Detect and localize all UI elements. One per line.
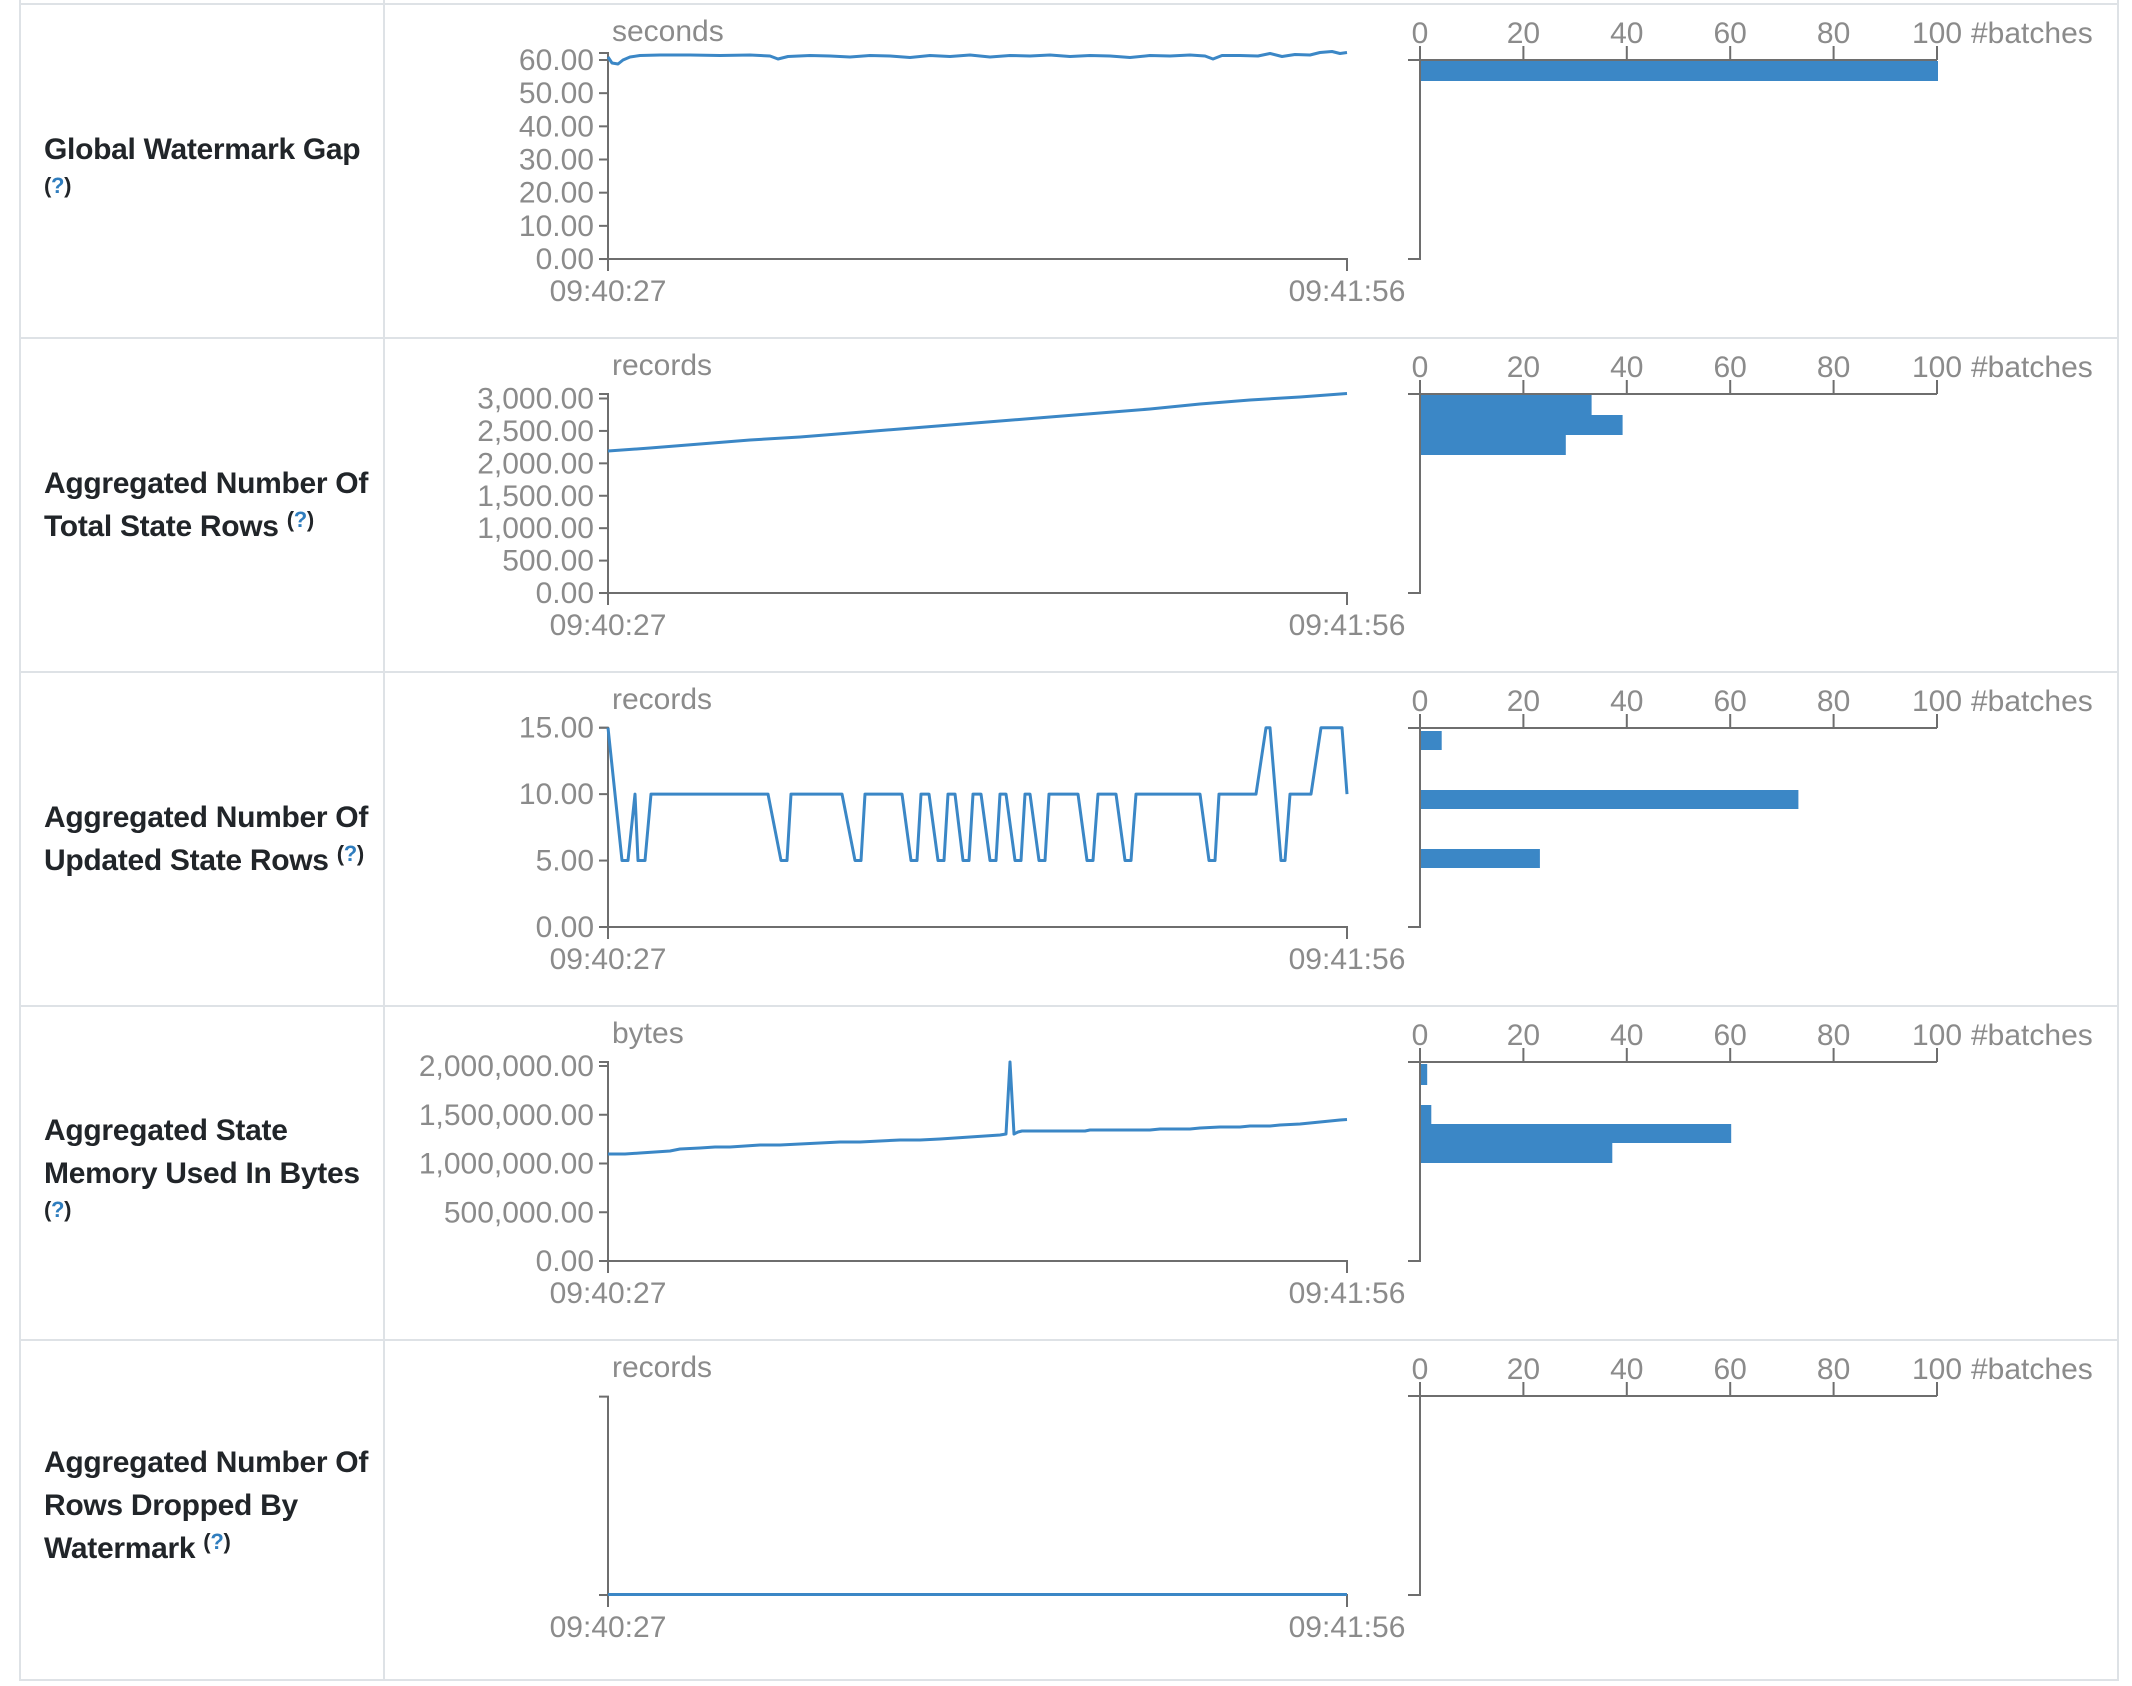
svg-text:80: 80 bbox=[1817, 17, 1850, 50]
svg-text:records: records bbox=[612, 349, 712, 382]
svg-text:#batches: #batches bbox=[1971, 1019, 2093, 1052]
svg-text:60: 60 bbox=[1714, 351, 1747, 384]
svg-text:0: 0 bbox=[1412, 1019, 1429, 1052]
svg-text:3,000.00: 3,000.00 bbox=[477, 383, 594, 416]
svg-text:#batches: #batches bbox=[1971, 351, 2093, 384]
svg-text:0: 0 bbox=[1412, 1353, 1429, 1386]
svg-text:60: 60 bbox=[1714, 1353, 1747, 1386]
svg-text:60: 60 bbox=[1714, 17, 1747, 50]
svg-text:0.00: 0.00 bbox=[536, 1245, 594, 1278]
svg-text:40: 40 bbox=[1610, 17, 1643, 50]
svg-text:40: 40 bbox=[1610, 1019, 1643, 1052]
svg-text:#batches: #batches bbox=[1971, 1353, 2093, 1386]
svg-text:09:41:56: 09:41:56 bbox=[1289, 275, 1406, 308]
svg-text:1,500,000.00: 1,500,000.00 bbox=[419, 1099, 594, 1132]
svg-text:2,000.00: 2,000.00 bbox=[477, 447, 594, 480]
svg-text:09:41:56: 09:41:56 bbox=[1289, 609, 1406, 642]
svg-text:09:40:27: 09:40:27 bbox=[550, 275, 667, 308]
svg-text:0.00: 0.00 bbox=[536, 243, 594, 276]
svg-text:100: 100 bbox=[1912, 1019, 1962, 1052]
svg-text:2,500.00: 2,500.00 bbox=[477, 415, 594, 448]
svg-text:09:40:27: 09:40:27 bbox=[550, 609, 667, 642]
svg-text:100: 100 bbox=[1912, 1353, 1962, 1386]
svg-text:#batches: #batches bbox=[1971, 17, 2093, 50]
svg-text:09:41:56: 09:41:56 bbox=[1289, 943, 1406, 976]
svg-text:1,500.00: 1,500.00 bbox=[477, 480, 594, 513]
svg-text:20.00: 20.00 bbox=[519, 177, 594, 210]
svg-text:records: records bbox=[612, 1351, 712, 1384]
svg-text:80: 80 bbox=[1817, 685, 1850, 718]
svg-text:15.00: 15.00 bbox=[519, 712, 594, 745]
svg-text:5.00: 5.00 bbox=[536, 845, 594, 878]
svg-text:1,000.00: 1,000.00 bbox=[477, 512, 594, 545]
svg-text:40.00: 40.00 bbox=[519, 110, 594, 143]
svg-text:0: 0 bbox=[1412, 17, 1429, 50]
svg-text:0: 0 bbox=[1412, 351, 1429, 384]
svg-text:30.00: 30.00 bbox=[519, 144, 594, 177]
svg-text:seconds: seconds bbox=[612, 15, 724, 48]
svg-text:500.00: 500.00 bbox=[502, 545, 594, 578]
svg-text:bytes: bytes bbox=[612, 1017, 684, 1050]
svg-text:09:40:27: 09:40:27 bbox=[550, 943, 667, 976]
svg-text:20: 20 bbox=[1507, 1353, 1540, 1386]
svg-text:40: 40 bbox=[1610, 1353, 1643, 1386]
svg-text:20: 20 bbox=[1507, 17, 1540, 50]
svg-text:09:41:56: 09:41:56 bbox=[1289, 1277, 1406, 1310]
svg-text:20: 20 bbox=[1507, 351, 1540, 384]
svg-text:100: 100 bbox=[1912, 17, 1962, 50]
svg-text:10.00: 10.00 bbox=[519, 778, 594, 811]
svg-text:2,000,000.00: 2,000,000.00 bbox=[419, 1050, 594, 1083]
svg-text:50.00: 50.00 bbox=[519, 77, 594, 110]
svg-text:40: 40 bbox=[1610, 351, 1643, 384]
svg-text:0.00: 0.00 bbox=[536, 577, 594, 610]
svg-text:500,000.00: 500,000.00 bbox=[444, 1196, 594, 1229]
svg-text:60: 60 bbox=[1714, 1019, 1747, 1052]
svg-text:80: 80 bbox=[1817, 351, 1850, 384]
svg-text:60: 60 bbox=[1714, 685, 1747, 718]
svg-text:#batches: #batches bbox=[1971, 685, 2093, 718]
svg-text:0: 0 bbox=[1412, 685, 1429, 718]
svg-text:100: 100 bbox=[1912, 351, 1962, 384]
svg-text:80: 80 bbox=[1817, 1353, 1850, 1386]
svg-text:1,000,000.00: 1,000,000.00 bbox=[419, 1148, 594, 1181]
svg-text:10.00: 10.00 bbox=[519, 210, 594, 243]
svg-text:100: 100 bbox=[1912, 685, 1962, 718]
svg-text:20: 20 bbox=[1507, 685, 1540, 718]
svg-text:records: records bbox=[612, 683, 712, 716]
svg-text:0.00: 0.00 bbox=[536, 911, 594, 944]
svg-text:80: 80 bbox=[1817, 1019, 1850, 1052]
svg-text:09:40:27: 09:40:27 bbox=[550, 1611, 667, 1644]
svg-text:09:40:27: 09:40:27 bbox=[550, 1277, 667, 1310]
svg-text:40: 40 bbox=[1610, 685, 1643, 718]
svg-text:20: 20 bbox=[1507, 1019, 1540, 1052]
svg-text:60.00: 60.00 bbox=[519, 44, 594, 77]
svg-text:09:41:56: 09:41:56 bbox=[1289, 1611, 1406, 1644]
